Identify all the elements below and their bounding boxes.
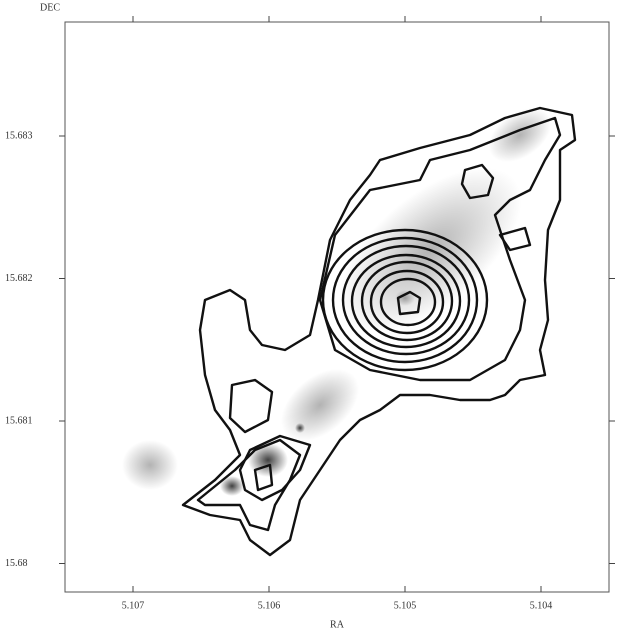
x-tick-label: 5.104 (530, 600, 553, 611)
x-tick-label: 5.106 (258, 600, 281, 611)
y-tick-label: 15.682 (5, 273, 33, 284)
y-tick-label: 15.68 (5, 558, 28, 569)
y-tick-label: 15.683 (5, 130, 33, 141)
x-tick-label: 5.105 (394, 600, 417, 611)
y-axis-label: DEC (40, 2, 60, 13)
chart: DEC RA 5.107 5.106 5.105 5.104 15.68 15.681 15… (0, 0, 621, 632)
plot-frame (65, 22, 609, 592)
x-axis-label: RA (330, 619, 345, 630)
intensity-map (122, 97, 561, 496)
x-tick-label: 5.107 (122, 600, 145, 611)
y-tick-label: 15.681 (5, 415, 33, 426)
